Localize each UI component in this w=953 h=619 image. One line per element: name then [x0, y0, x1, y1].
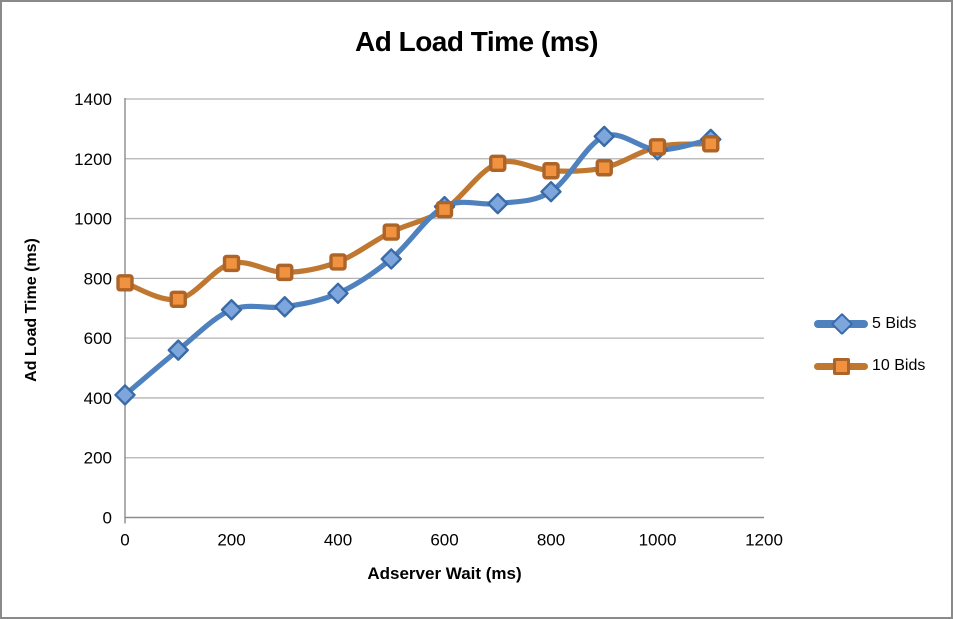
x-tick-label: 600 — [430, 531, 458, 550]
legend-sample-5-bids — [814, 312, 870, 336]
data-point-5-bids — [593, 125, 615, 148]
data-point-10-bids — [648, 138, 667, 156]
data-point-10-bids — [595, 159, 613, 177]
data-point-5-bids — [327, 282, 349, 305]
x-tick-label: 400 — [324, 531, 352, 550]
square-marker-icon — [833, 358, 850, 375]
legend-item-10-bids: 10 Bids — [814, 354, 925, 378]
y-axis-title: Ad Load Time (ms) — [23, 238, 40, 382]
data-point-5-bids — [274, 296, 296, 318]
x-tick-label: 0 — [120, 531, 129, 550]
data-point-10-bids — [542, 162, 560, 180]
legend-item-5-bids: 5 Bids — [814, 312, 916, 336]
x-tick-label: 1200 — [745, 531, 783, 550]
y-tick-label: 600 — [84, 329, 112, 348]
y-tick-label: 1000 — [74, 210, 112, 229]
x-tick-label: 1000 — [639, 531, 677, 550]
series-line-5-bids — [122, 132, 714, 398]
legend-label-10-bids: 10 Bids — [872, 357, 926, 374]
data-point-5-bids — [487, 192, 509, 215]
data-point-10-bids — [435, 200, 454, 219]
legend-label-5-bids: 5 Bids — [872, 315, 917, 332]
data-point-5-bids — [540, 180, 562, 203]
data-point-10-bids — [489, 154, 507, 172]
data-point-10-bids — [116, 274, 134, 292]
data-point-10-bids — [276, 263, 294, 282]
data-point-10-bids — [382, 223, 400, 241]
data-point-5-bids — [167, 339, 189, 361]
data-point-5-bids — [380, 248, 402, 270]
x-tick-label: 800 — [537, 531, 565, 550]
y-tick-label: 0 — [103, 509, 112, 528]
legend-sample-10-bids — [814, 354, 870, 378]
x-tick-label: 200 — [217, 531, 245, 550]
y-tick-label: 400 — [84, 389, 112, 408]
data-point-10-bids — [329, 253, 347, 271]
data-point-10-bids — [169, 290, 187, 308]
x-axis-title: Adserver Wait (ms) — [367, 564, 522, 583]
series-line-10-bids — [122, 141, 714, 303]
data-point-5-bids — [220, 299, 243, 321]
chart-title: Ad Load Time (ms) — [354, 26, 599, 57]
y-tick-label: 1400 — [74, 90, 112, 109]
data-point-10-bids — [222, 254, 241, 273]
data-point-5-bids — [114, 384, 136, 406]
y-tick-label: 800 — [84, 269, 112, 288]
y-tick-label: 1200 — [74, 150, 112, 169]
y-tick-label: 200 — [84, 449, 112, 468]
diamond-marker-icon — [830, 312, 854, 336]
data-point-10-bids — [702, 135, 720, 153]
